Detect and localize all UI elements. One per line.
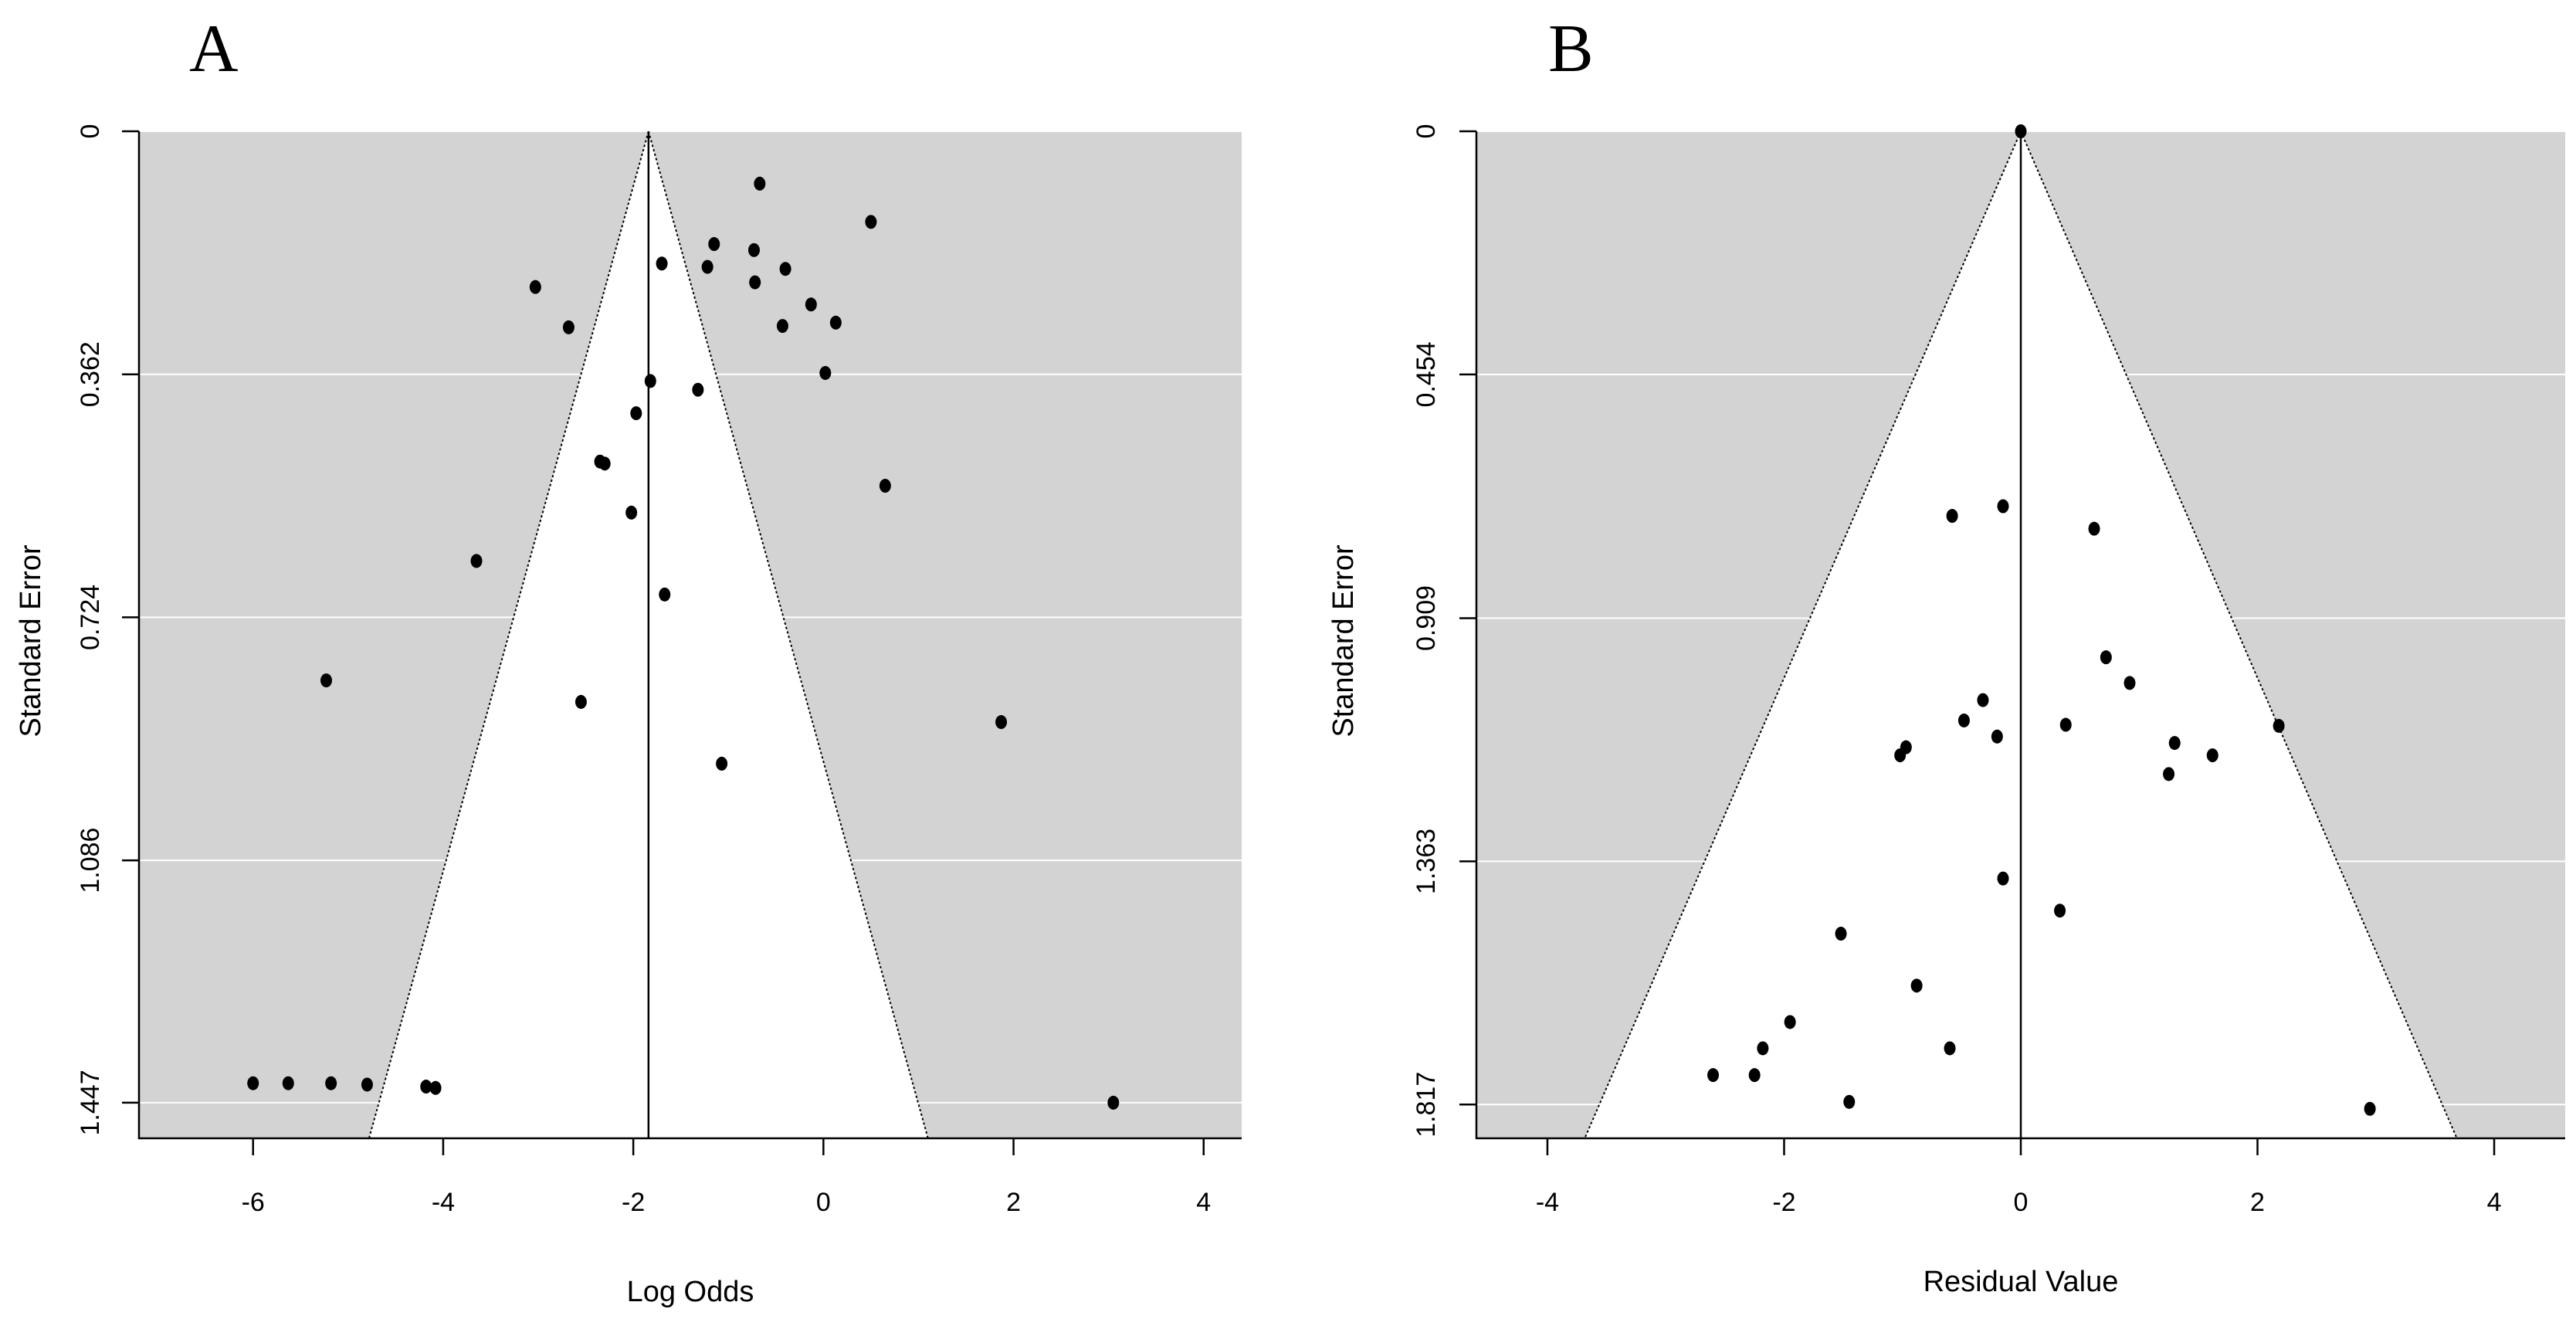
data-point-31 (420, 1080, 432, 1094)
axis-lines (1475, 131, 2565, 1140)
data-point-8 (529, 280, 541, 294)
x-tick-label-0: -4 (1536, 1188, 1559, 1217)
data-point-29 (325, 1076, 337, 1090)
data-point-4 (2100, 650, 2112, 665)
data-point-0 (2015, 124, 2027, 138)
funnel-region (368, 131, 929, 1138)
x-tick-label-3: 2 (2250, 1188, 2265, 1217)
data-points (247, 176, 1120, 1110)
data-point-14 (2206, 748, 2218, 763)
y-axis-label: Standard Error (15, 544, 47, 737)
y-axis-label: Standard Error (1327, 544, 1360, 737)
y-tick-label-2: 0.909 (1412, 585, 1441, 651)
data-point-16 (1997, 871, 2009, 886)
data-point-0 (754, 176, 766, 191)
data-points (1707, 124, 2376, 1116)
data-point-33 (1107, 1095, 1120, 1110)
data-point-22 (659, 587, 671, 602)
data-point-16 (630, 406, 642, 421)
data-point-28 (282, 1076, 294, 1090)
data-point-14 (644, 374, 656, 388)
data-point-25 (1843, 1094, 1856, 1109)
data-point-10 (1991, 729, 2003, 744)
data-point-5 (701, 259, 713, 274)
data-point-5 (2124, 676, 2136, 690)
x-tick-label-4: 2 (1006, 1188, 1021, 1217)
data-point-6 (779, 262, 791, 276)
y-tick-label-4: 1.817 (1412, 1072, 1441, 1138)
x-tick-label-5: 4 (1196, 1188, 1211, 1217)
data-point-20 (1784, 1015, 1796, 1029)
data-point-25 (995, 715, 1008, 730)
data-point-7 (749, 275, 761, 290)
data-point-1 (865, 215, 877, 229)
data-point-6 (1977, 693, 1989, 707)
axis-lines (137, 131, 1242, 1140)
data-point-3 (2088, 521, 2100, 536)
x-tick-label-1: -4 (432, 1188, 455, 1217)
data-point-1 (1997, 499, 2009, 514)
x-tick-label-4: 4 (2487, 1188, 2502, 1217)
data-point-19 (879, 479, 891, 493)
funnel-plot-b: -4 -2 0 2 4 0 0.454 0.909 1.363 1.817 Residual Val… (1327, 12, 2565, 1298)
y-tick-label-0: 0 (76, 124, 105, 139)
y-tick-label-1: 0.454 (1412, 341, 1441, 407)
x-axis-label: Residual Value (1924, 1266, 2119, 1298)
y-tick-label-2: 0.724 (76, 585, 105, 650)
data-point-3 (747, 242, 760, 257)
data-point-22 (1944, 1041, 1956, 1056)
x-tick-label-0: -6 (242, 1188, 265, 1217)
data-point-18 (598, 456, 611, 471)
data-point-27 (247, 1076, 259, 1090)
funnel-plot-a: -6 -4 -2 0 2 4 0 0.362 0.724 1.086 1.447 Log Odds St… (15, 12, 1242, 1308)
data-point-11 (776, 319, 788, 334)
data-point-7 (1957, 713, 1970, 727)
data-point-9 (2273, 718, 2285, 733)
panel-label: B (1548, 12, 1594, 86)
data-point-4 (656, 256, 668, 271)
x-axis-label: Log Odds (627, 1276, 754, 1308)
data-point-19 (1910, 978, 1923, 993)
data-point-10 (829, 315, 842, 330)
data-point-17 (2054, 904, 2066, 918)
data-point-9 (805, 297, 817, 312)
x-tick-label-2: 0 (2014, 1188, 2029, 1217)
data-point-30 (361, 1077, 373, 1092)
panel-label: A (189, 12, 239, 86)
x-tick-label-1: -2 (1772, 1188, 1795, 1217)
data-point-21 (1757, 1041, 1769, 1056)
data-point-32 (429, 1080, 442, 1095)
data-point-12 (562, 320, 575, 334)
data-point-18 (1835, 927, 1847, 941)
data-point-15 (2163, 767, 2175, 782)
funnel-left-boundary (1584, 131, 2022, 1138)
data-point-21 (470, 554, 483, 568)
data-point-11 (2168, 736, 2181, 751)
y-tick-label-3: 1.363 (1412, 829, 1441, 894)
data-point-15 (692, 382, 704, 397)
data-point-8 (2059, 717, 2072, 732)
y-tick-label-3: 1.086 (76, 828, 105, 893)
data-point-23 (1707, 1068, 1720, 1083)
data-point-26 (2364, 1101, 2376, 1116)
data-point-2 (708, 237, 720, 252)
data-point-13 (819, 365, 832, 380)
data-point-26 (716, 756, 728, 771)
y-tick-label-0: 0 (1412, 124, 1441, 139)
funnel-region (1584, 131, 2458, 1138)
data-point-20 (625, 505, 638, 520)
data-point-23 (320, 673, 333, 688)
data-point-2 (1946, 509, 1958, 524)
y-tick-label-1: 0.362 (76, 341, 105, 407)
data-point-24 (575, 694, 587, 709)
x-tick-label-2: -2 (622, 1188, 645, 1217)
y-tick-label-4: 1.447 (76, 1070, 105, 1135)
data-point-24 (1748, 1068, 1761, 1083)
data-point-13 (1894, 748, 1907, 763)
x-tick-label-3: 0 (816, 1188, 831, 1217)
funnel-right-boundary (2020, 131, 2458, 1138)
